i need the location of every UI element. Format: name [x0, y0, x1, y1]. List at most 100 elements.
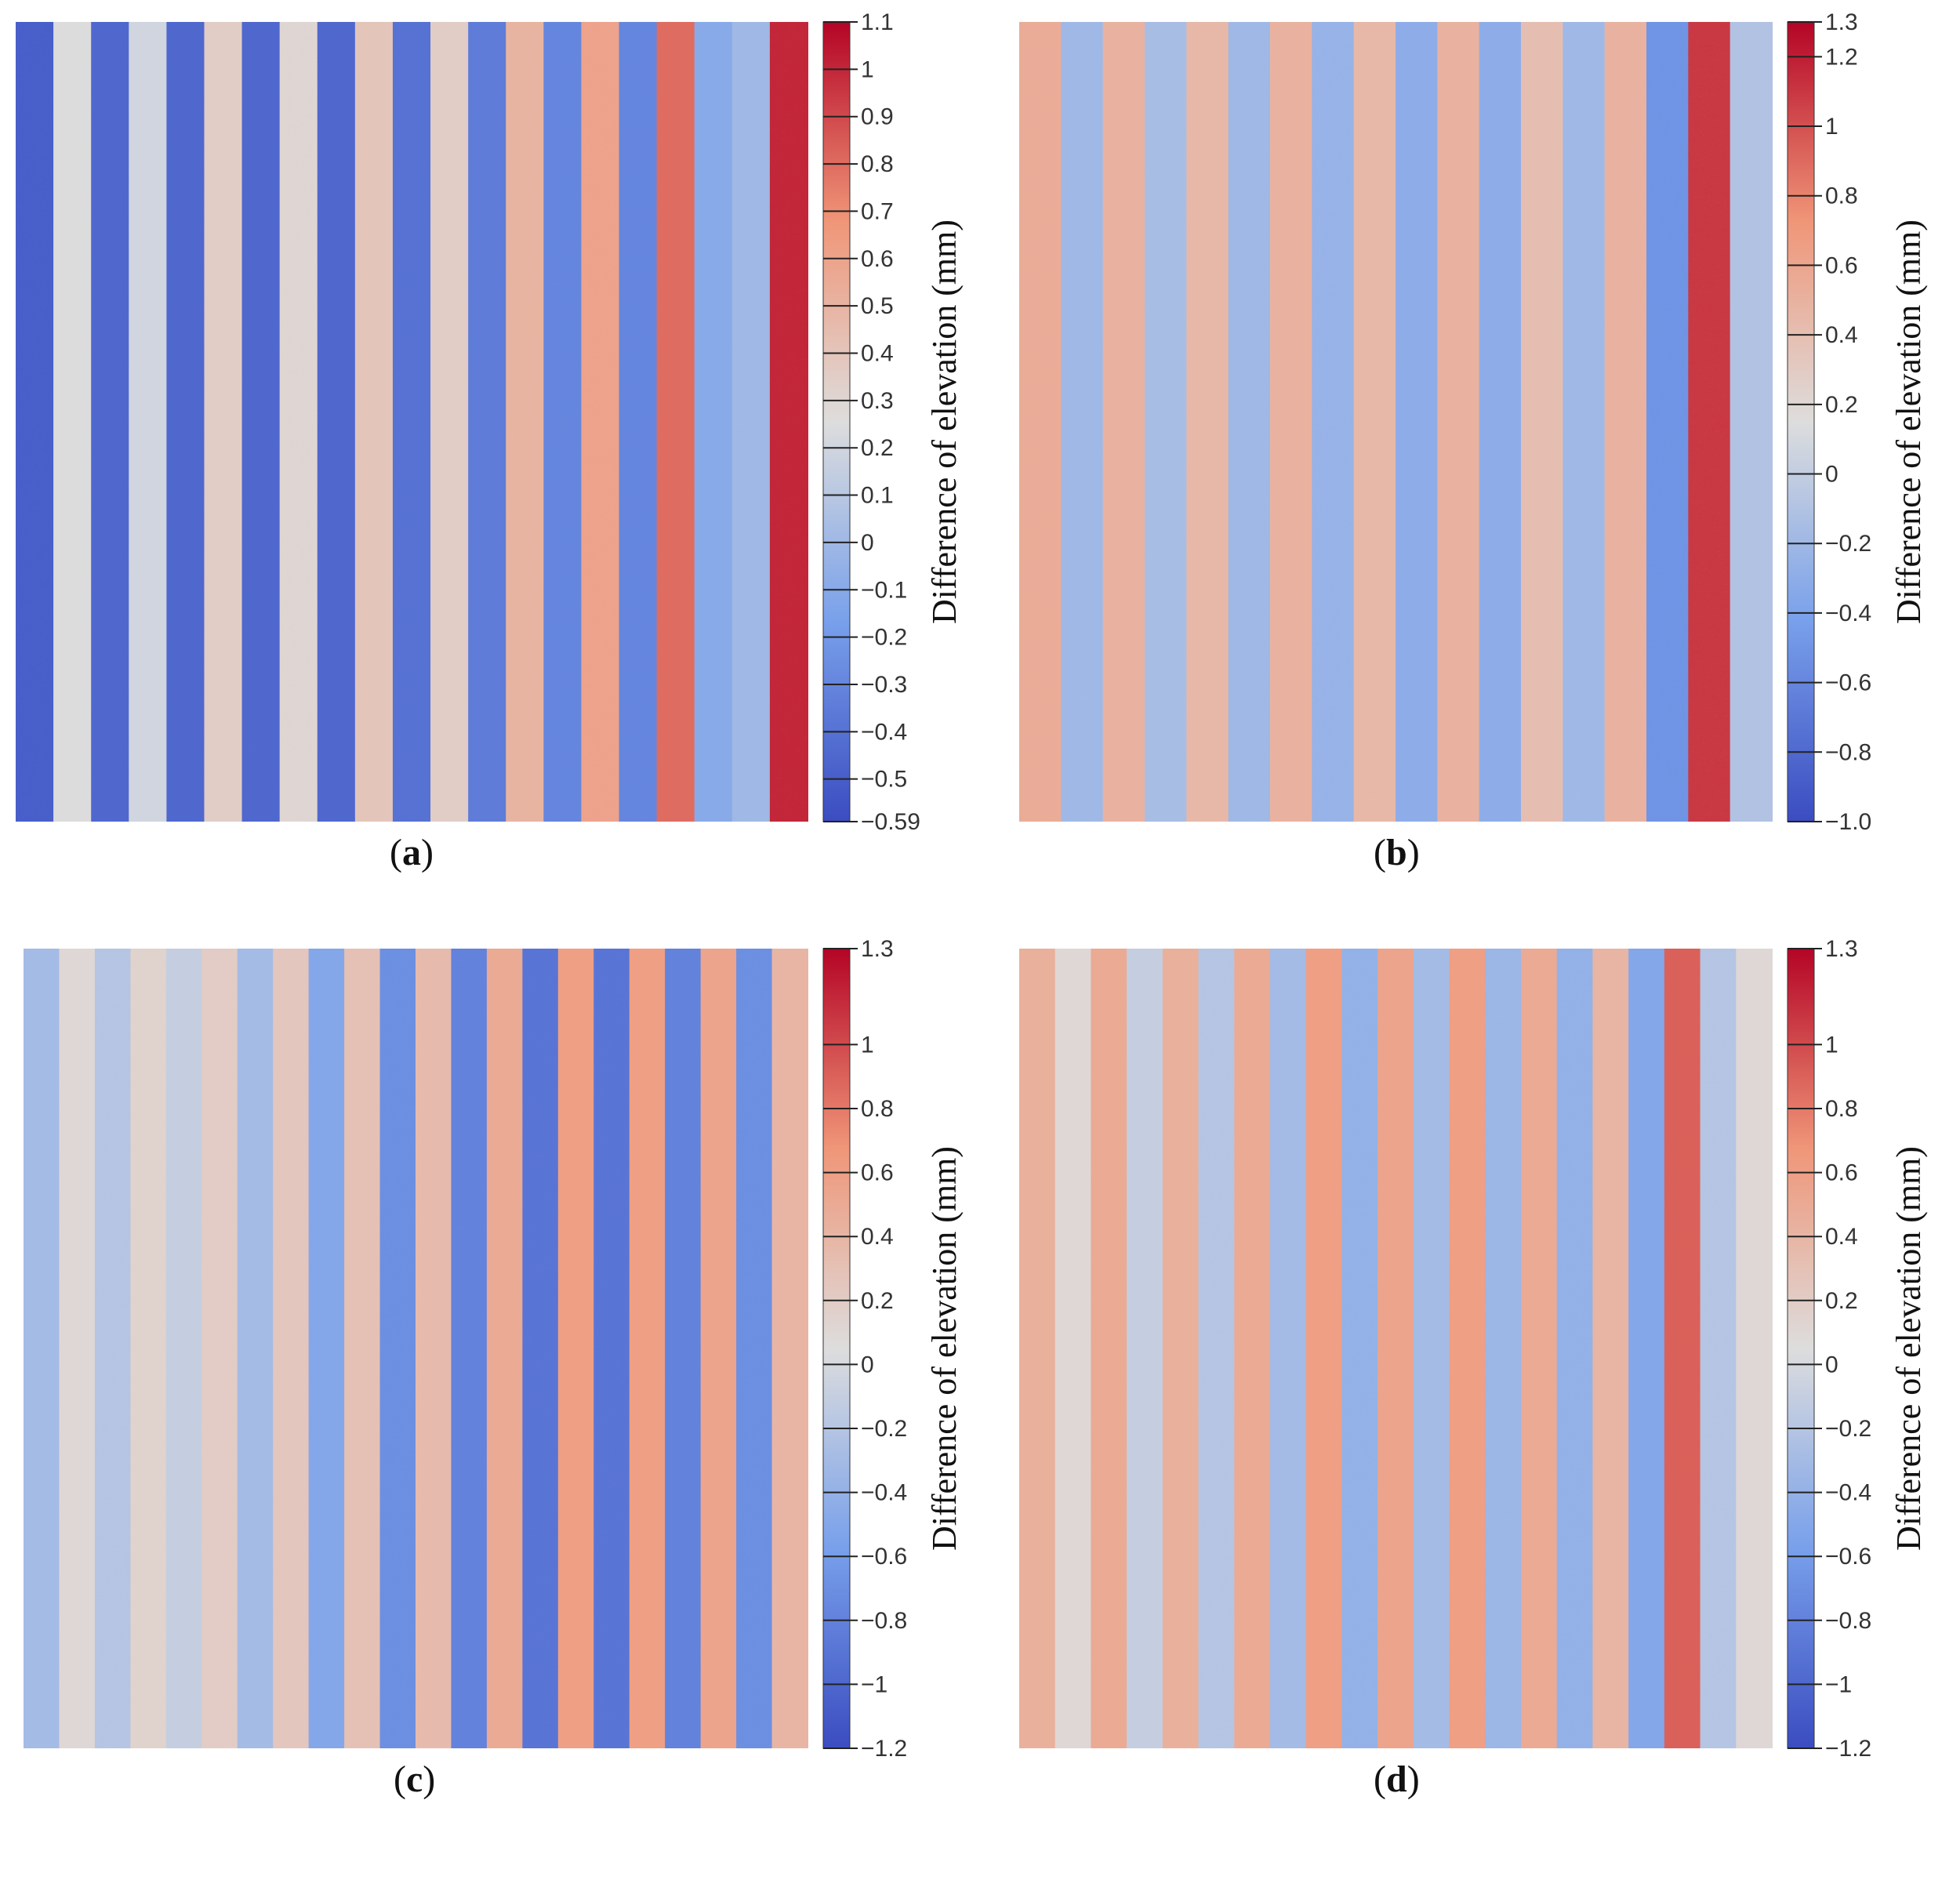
- colorbar-tick-label: 0.2: [1825, 1288, 1858, 1314]
- colorbar-tick-label: 0.5: [861, 293, 894, 319]
- stripe-17: [656, 22, 695, 822]
- stripe-20: [736, 949, 773, 1748]
- stripe-15: [581, 22, 620, 822]
- panel-d-figure: 1.3 1 0.8 0.6 0.4 0.2 0 −0.2 −0.4 −0.6 −0.8 −1 −1.2 D…: [1019, 936, 1928, 1762]
- stripe-10: [1377, 949, 1414, 1748]
- colorbar-tick-label: 0.2: [861, 435, 894, 461]
- stripe-0: [1019, 22, 1062, 822]
- heatmap-surface: [24, 949, 808, 1748]
- colorbar-tick-label: 1: [861, 1032, 874, 1058]
- colorbar-tick-label: 1.2: [1825, 44, 1858, 70]
- stripe-0: [1019, 949, 1056, 1748]
- stripe-17: [629, 949, 666, 1748]
- colorbar-tick-label: −1.0: [1825, 809, 1871, 835]
- stripe-7: [273, 949, 310, 1748]
- stripe-1: [53, 22, 93, 822]
- stripe-20: [1736, 949, 1773, 1748]
- heatmap-surface: [1019, 22, 1773, 822]
- caption-a: (a): [390, 832, 434, 873]
- colorbar-tick-label: 1.1: [861, 9, 894, 35]
- stripe-18: [694, 22, 733, 822]
- colorbar-tick-label: 1: [1825, 1032, 1838, 1058]
- colorbar-tick-label: 0: [861, 530, 874, 556]
- stripe-17: [1628, 949, 1665, 1748]
- colorbar-tick-label: −0.6: [1825, 1544, 1871, 1570]
- colorbar-tick-label: −0.2: [861, 625, 907, 651]
- colorbar-tick-label: 0.7: [861, 198, 894, 224]
- stripe-18: [665, 949, 702, 1748]
- colorbar-tick-label: −0.6: [861, 1544, 907, 1570]
- colorbar-tick-label: 0.2: [861, 1288, 894, 1314]
- colorbar-tick-label: 0.6: [861, 246, 894, 272]
- colorbar-tick-label: 0.4: [861, 340, 894, 366]
- colorbar-bar: [822, 21, 851, 822]
- panel-b: 1.3 1.2 1 0.8 0.6 0.4 0.2 0 −0.2 −0.4 −0.6 −0.8 −1.0…: [1019, 9, 1952, 876]
- colorbar-tick-label: −0.3: [861, 672, 907, 698]
- stripe-2: [94, 949, 132, 1748]
- colorbar-tick-label: 0.8: [861, 1096, 894, 1122]
- colorbar: 1.1 1 0.9 0.8 0.7 0.6 0.5 0.4 0.3 0.2 0.1 0 −0.1 −0.2…: [822, 9, 964, 835]
- colorbar-tick-label: −0.4: [1825, 1480, 1871, 1506]
- panel-c: 1.3 1 0.8 0.6 0.4 0.2 0 −0.2 −0.4 −0.6 −0.8 −1 −1.2 D…: [24, 936, 988, 1803]
- stripe-13: [486, 949, 524, 1748]
- stripe-19: [700, 949, 738, 1748]
- stripe-16: [1688, 22, 1731, 822]
- stripe-18: [1664, 949, 1701, 1748]
- stripe-7: [1312, 22, 1355, 822]
- stripe-3: [1127, 949, 1163, 1748]
- stripe-20: [769, 22, 808, 822]
- stripe-12: [451, 949, 488, 1748]
- caption-b: (b): [1374, 832, 1420, 873]
- colorbar-tick-label: −1.2: [861, 1736, 907, 1762]
- stripe-12: [1521, 22, 1564, 822]
- stripe-0: [24, 949, 60, 1748]
- stripe-6: [241, 22, 281, 822]
- stripe-13: [506, 22, 545, 822]
- stripe-8: [1353, 22, 1396, 822]
- colorbar-tick-label: 0.1: [861, 483, 894, 509]
- stripe-4: [1162, 949, 1200, 1748]
- stripe-7: [1270, 949, 1307, 1748]
- colorbar-tick-label: 0: [1825, 1352, 1838, 1377]
- stripe-15: [557, 949, 595, 1748]
- caption-d: (d): [1374, 1758, 1420, 1800]
- colorbar-tick-label: −0.8: [861, 1608, 907, 1634]
- stripe-8: [308, 949, 346, 1748]
- colorbar-tick-label: 0.9: [861, 104, 894, 130]
- stripe-10: [379, 949, 416, 1748]
- colorbar-tick-label: −1: [1825, 1671, 1852, 1697]
- colorbar-tick-label: −0.2: [1825, 1416, 1871, 1442]
- colorbar-bar: [1787, 948, 1815, 1749]
- stripe-10: [392, 22, 432, 822]
- stripe-2: [1102, 22, 1145, 822]
- colorbar-tick-label: −0.4: [861, 1480, 907, 1506]
- stripe-14: [1604, 22, 1647, 822]
- colorbar-title: Difference of elevation (mm): [925, 220, 964, 624]
- stripe-16: [593, 949, 630, 1748]
- colorbar-tick-label: −0.59: [861, 809, 920, 835]
- colorbar-tick-label: 1.3: [861, 936, 894, 962]
- stripe-3: [130, 949, 167, 1748]
- stripe-8: [1305, 949, 1343, 1748]
- stripe-17: [1730, 22, 1773, 822]
- colorbar-tick-label: 0.8: [1825, 1096, 1858, 1122]
- colorbar: 1.3 1 0.8 0.6 0.4 0.2 0 −0.2 −0.4 −0.6 −0.8 −1 −1.2 D…: [822, 936, 964, 1762]
- stripe-6: [237, 949, 274, 1748]
- colorbar-tick-label: 0.6: [1825, 1160, 1858, 1186]
- colorbar-tick-label: 0: [861, 1352, 874, 1377]
- stripe-11: [1479, 22, 1522, 822]
- colorbar-title: Difference of elevation (mm): [1889, 220, 1928, 624]
- heatmap-surface: [1019, 949, 1773, 1748]
- colorbar-tick-label: 1.3: [1825, 936, 1858, 962]
- colorbar: 1.3 1 0.8 0.6 0.4 0.2 0 −0.2 −0.4 −0.6 −0.8 −1 −1.2 D…: [1787, 936, 1928, 1762]
- panel-b-figure: 1.3 1.2 1 0.8 0.6 0.4 0.2 0 −0.2 −0.4 −0.6 −0.8 −1.0…: [1019, 9, 1928, 835]
- stripe-11: [1413, 949, 1450, 1748]
- panel-d: 1.3 1 0.8 0.6 0.4 0.2 0 −0.2 −0.4 −0.6 −0.8 −1 −1.2 D…: [1019, 936, 1952, 1803]
- colorbar-tick-label: −0.4: [861, 719, 907, 745]
- stripe-14: [1521, 949, 1558, 1748]
- stripe-3: [1145, 22, 1188, 822]
- colorbar-tick-label: 0.2: [1825, 392, 1858, 418]
- stripe-19: [1700, 949, 1737, 1748]
- colorbar-tick-label: 0.8: [861, 151, 894, 177]
- colorbar-tick-label: 0.3: [861, 388, 894, 414]
